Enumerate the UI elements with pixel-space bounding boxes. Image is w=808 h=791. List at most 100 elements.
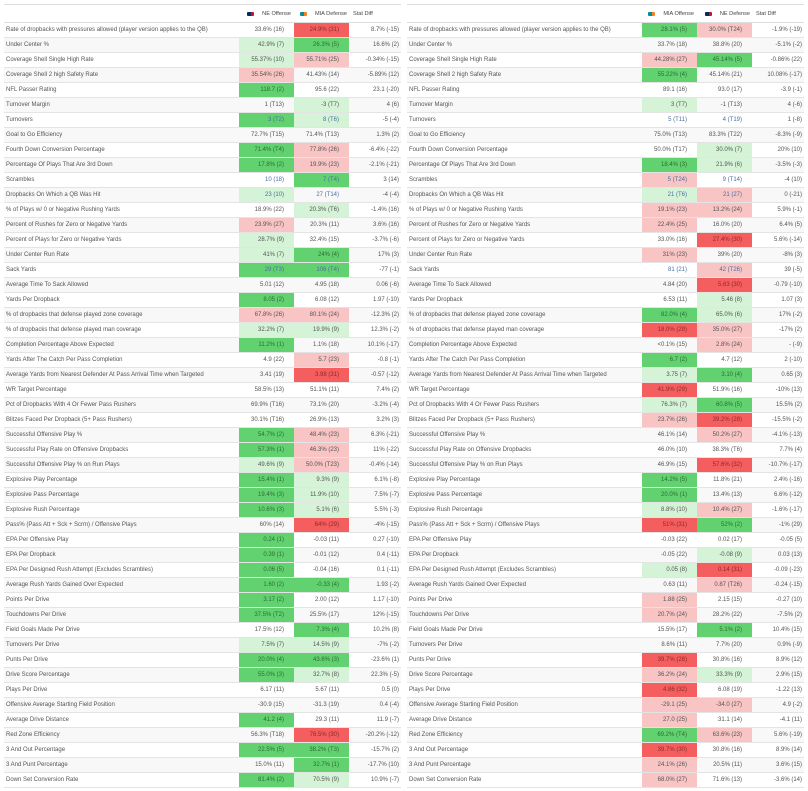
stat-diff-value: 8.7% (-15) — [370, 27, 399, 33]
offense-value: 18.4% (3) — [642, 158, 697, 172]
patriots-logo-icon — [704, 11, 712, 16]
table-body: Rate of dropbacks with pressures allowed… — [407, 23, 804, 788]
defense-value: 46.3% (23) — [294, 443, 349, 457]
table-row: Under Center Run Rate 31% (23) 39% (20) -8%… — [407, 248, 804, 263]
metric-label: Explosive Pass Percentage — [409, 492, 483, 498]
table-row: % of dropbacks that defense played man c… — [4, 323, 401, 338]
offense-column-header[interactable]: MIA Offense — [642, 11, 698, 17]
defense-column-header[interactable]: MIA Defense — [295, 11, 351, 17]
defense-value: 11.8% (21) — [713, 477, 742, 483]
offense-value: 67.8% (26) — [239, 308, 294, 322]
table-row: Completion Percentage Above Expected 11.2… — [4, 338, 401, 353]
table-row: Percent of Rushes for Zero or Negative Y… — [407, 218, 804, 233]
stat-diff-value: 3 (14) — [383, 177, 399, 183]
defense-value: 9.3% (9) — [294, 473, 349, 487]
table-row: Average Time To Sack Allowed 4.84 (20) 5.6… — [407, 278, 804, 293]
metric-label: Average Drive Distance — [409, 717, 472, 723]
table-row: Explosive Rush Percentage 8.8% (10) 10.4% … — [407, 503, 804, 518]
metric-label: WR Target Percentage — [6, 387, 67, 393]
stat-diff-value: 12% (-15) — [372, 612, 399, 618]
defense-value: 50.0% (T23) — [294, 458, 349, 472]
stat-diff-value: 1 (-8) — [787, 117, 802, 123]
defense-value: 42 (T26) — [697, 263, 752, 277]
defense-value: 13.4% (13) — [712, 492, 742, 498]
stat-diff-value: -4% (-15) — [373, 522, 399, 528]
offense-value: 5 (T24) — [642, 173, 697, 187]
ne-offense-vs-mia-defense-table: NE Offense MIA Defense Stat Diff Rate of dr… — [4, 4, 401, 788]
defense-value: 39.2% (28) — [697, 413, 752, 427]
metric-label: EPA Per Dropback — [6, 552, 56, 558]
stat-diff-value: -77 (-1) — [379, 267, 399, 273]
diff-column-header[interactable]: Stat Diff — [353, 10, 373, 17]
offense-value: 23 (10) — [239, 188, 294, 202]
mia-offense-vs-ne-defense-table: MIA Offense NE Defense Stat Diff Rate of dr… — [407, 4, 804, 788]
defense-value: 33.3% (9) — [697, 668, 752, 682]
table-row: Explosive Play Percentage 14.2% (5) 11.8% … — [407, 473, 804, 488]
metric-label: Successful Offensive Play % on Run Plays — [409, 462, 523, 468]
offense-value: 44.28% (27) — [642, 53, 697, 67]
offense-value: 55.22% (4) — [642, 68, 697, 82]
offense-value: 81.4% (2) — [239, 773, 294, 787]
defense-value: 6.08 (19) — [717, 687, 742, 693]
table-row: Scrambles 5 (T24) 9 (T14) -4 (10) — [407, 173, 804, 188]
table-row: Yards Per Dropback 6.53 (11) 5.46 (8) 1.07 … — [407, 293, 804, 308]
offense-value: 46.0% (10) — [657, 447, 687, 453]
stat-diff-value: 15.5% (2) — [775, 402, 802, 408]
table-row: Yards Per Dropback 8.05 (2) 6.08 (12) 1.97 … — [4, 293, 401, 308]
defense-value: 60.8% (5) — [697, 398, 752, 412]
table-row: EPA Per Designed Rush Attempt (Excludes … — [4, 563, 401, 578]
defense-value: 4.7 (12) — [721, 357, 742, 363]
metric-label: Turnovers Per Drive — [409, 642, 463, 648]
metric-label: Explosive Play Percentage — [6, 477, 78, 483]
table-row: EPA Per Dropback -0.05 (22) -0.08 (9) 0.03 … — [407, 548, 804, 563]
offense-value: 6.53 (11) — [663, 297, 687, 303]
defense-value: -1 (T13) — [720, 102, 742, 108]
stat-diff-value: 0.27 (-10) — [372, 537, 399, 543]
offense-value: 41% (7) — [239, 248, 294, 262]
offense-value: 29 (T3) — [239, 263, 294, 277]
stat-diff-value: 3.2% (3) — [376, 417, 399, 423]
defense-value: 19.9% (9) — [294, 323, 349, 337]
table-row: Yards After The Catch Per Pass Completio… — [4, 353, 401, 368]
stat-diff-value: 0.5 (0) — [381, 687, 399, 693]
offense-value: 8.6% (11) — [661, 642, 687, 648]
offense-value: 54.7% (2) — [239, 428, 294, 442]
table-row: EPA Per Designed Rush Attempt (Excludes … — [407, 563, 804, 578]
stat-diff-value: 3.6% (16) — [372, 222, 399, 228]
diff-column-header[interactable]: Stat Diff — [756, 10, 776, 17]
table-row: Plays Per Drive 4.86 (32) 6.08 (19) -1.22 (… — [407, 683, 804, 698]
defense-value: 32.7% (1) — [294, 758, 349, 772]
table-row: Plays Per Drive 6.17 (11) 5.67 (11) 0.5 (0) — [4, 683, 401, 698]
metric-label: Average Time To Sack Allowed — [409, 282, 492, 288]
defense-value: 71.6% (13) — [712, 777, 742, 783]
defense-value: 55.71% (25) — [294, 53, 349, 67]
offense-value: 17.5% (12) — [254, 627, 284, 633]
stat-diff-value: -6.4% (-22) — [368, 147, 399, 153]
metric-label: Successful Offensive Play % on Run Plays — [6, 462, 120, 468]
table-row: Dropbacks On Which a QB Was Hit 21 (T6) 21… — [407, 188, 804, 203]
stat-diff-value: -4 (-4) — [382, 192, 399, 198]
offense-value: 19.4% (3) — [239, 488, 294, 502]
table-row: Punts Per Drive 20.0% (4) 43.6% (3) -23.6% … — [4, 653, 401, 668]
defense-value: 30.8% (16) — [712, 747, 742, 753]
defense-column-header[interactable]: NE Defense — [698, 11, 754, 17]
metric-label: Offensive Average Starting Field Positio… — [6, 702, 115, 708]
metric-label: Average Time To Sack Allowed — [6, 282, 89, 288]
metric-label: Points Per Drive — [409, 597, 453, 603]
stat-diff-value: -4 (10) — [784, 177, 802, 183]
metric-label: Coverage Shell Single High Rate — [409, 57, 497, 63]
stat-diff-value: -17% (2) — [778, 327, 802, 333]
defense-value: 9 (T14) — [722, 177, 742, 183]
table-row: Percentage Of Plays That Are 3rd Down 18.… — [407, 158, 804, 173]
table-row: Turnover Margin 1 (T13) -3 (T7) 4 (6) — [4, 98, 401, 113]
offense-column-header[interactable]: NE Offense — [239, 11, 295, 17]
offense-value: 6.7 (2) — [642, 353, 697, 367]
stat-diff-value: 22.3% (-5) — [370, 672, 399, 678]
offense-value: 55.37% (10) — [239, 53, 294, 67]
table-row: Fourth Down Conversion Percentage 71.4% (… — [4, 143, 401, 158]
metric-label: Punts Per Drive — [6, 657, 49, 663]
stat-diff-value: 6.4% (5) — [779, 222, 802, 228]
defense-value: -3 (T7) — [294, 98, 349, 112]
metric-label: Successful Play Rate on Offensive Dropba… — [409, 447, 532, 453]
defense-value: 32.7% (8) — [294, 668, 349, 682]
